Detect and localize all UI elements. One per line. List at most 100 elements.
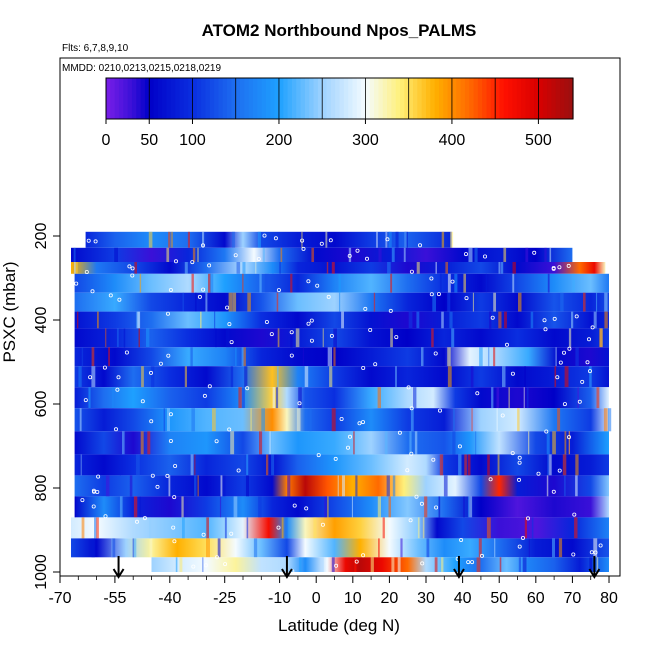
heatmap-streak — [546, 475, 549, 497]
heatmap-streak — [191, 273, 194, 293]
heatmap-streak — [277, 328, 280, 348]
y-axis: 200 400 600 800 1000 — [33, 223, 60, 590]
colorbar-cell — [261, 78, 267, 119]
sample-marker — [203, 563, 208, 568]
colorbar-cell — [192, 78, 198, 119]
sample-marker — [83, 398, 88, 403]
colorbar-cell — [512, 78, 518, 119]
colorbar-cell — [395, 78, 401, 119]
sample-marker — [130, 266, 135, 271]
colorbar-cell — [330, 78, 336, 119]
sample-marker — [463, 252, 468, 257]
colorbar-cell — [201, 78, 207, 119]
colorbar-tick-label: 300 — [352, 132, 379, 149]
profile-arrow-head — [588, 568, 601, 579]
heatmap-streak — [236, 262, 241, 274]
heatmap-streak — [194, 454, 196, 476]
heatmap-streak — [91, 366, 96, 388]
heatmap-streak — [386, 475, 390, 497]
sample-marker — [517, 477, 522, 482]
heatmap-streak — [200, 311, 202, 329]
heatmap-streak — [447, 273, 451, 293]
heatmap-streak — [242, 387, 245, 409]
colorbar-cell — [464, 78, 470, 119]
heatmap-streak — [259, 273, 262, 293]
heatmap-streak — [277, 366, 279, 388]
y-tick-label: 600 — [33, 391, 50, 418]
heatmap-streak — [257, 231, 261, 248]
heatmap-streak — [139, 496, 141, 518]
colorbar-cell — [278, 78, 284, 119]
sample-marker — [470, 560, 475, 565]
sample-marker — [433, 351, 438, 356]
sample-marker — [355, 248, 360, 253]
heatmap-streak — [353, 431, 355, 455]
heatmap-streak — [432, 292, 436, 312]
heatmap-streak — [210, 273, 214, 293]
heatmap-streak — [147, 431, 151, 455]
colorbar-tick-label: 200 — [266, 132, 293, 149]
heatmap-streak — [475, 431, 477, 455]
heatmap-streak — [238, 387, 242, 409]
heatmap-streak — [468, 247, 473, 263]
sample-marker — [587, 337, 592, 342]
heatmap-streak — [331, 557, 335, 572]
heatmap-streak — [167, 408, 170, 432]
heatmap-streak — [269, 431, 271, 455]
colorbar-cell — [149, 78, 155, 119]
sample-marker — [363, 306, 368, 311]
sample-marker — [201, 532, 206, 537]
heatmap-streak — [408, 311, 413, 329]
heatmap-streak — [422, 517, 425, 539]
sample-marker — [233, 253, 238, 258]
heatmap-streak — [202, 557, 204, 572]
sample-marker — [91, 504, 96, 509]
colorbar-cell — [183, 78, 189, 119]
heatmap-streak — [246, 475, 249, 497]
x-tick-label: 10 — [344, 590, 362, 607]
heatmap-streak — [302, 347, 304, 367]
colorbar-cell — [304, 78, 310, 119]
heatmap-streak — [149, 517, 152, 539]
sample-marker — [276, 525, 281, 530]
sample-marker — [214, 555, 219, 560]
sample-marker — [95, 489, 100, 494]
sample-marker — [436, 292, 441, 297]
sample-marker — [409, 269, 414, 274]
sample-marker — [103, 514, 108, 519]
sample-marker — [577, 399, 582, 404]
colorbar-cell — [326, 78, 332, 119]
y-tick-label: 1000 — [33, 554, 50, 590]
heatmap-streak — [272, 387, 275, 409]
colorbar-cell — [170, 78, 176, 119]
heatmap-streak — [309, 408, 312, 432]
heatmap-streak — [449, 311, 453, 329]
heatmap-streak — [388, 231, 392, 248]
heatmap-streak — [184, 262, 188, 274]
heatmap-streak — [522, 557, 527, 572]
heatmap-streak — [560, 292, 564, 312]
colorbar-cell — [227, 78, 232, 119]
heatmap-streak — [593, 538, 598, 558]
colorbar-frame — [105, 77, 574, 120]
sample-marker — [500, 413, 505, 418]
colorbar-cell — [365, 78, 371, 119]
heatmap-streak — [498, 311, 502, 329]
heatmap-streak — [132, 538, 135, 558]
sample-marker — [269, 332, 274, 337]
sample-marker — [172, 539, 177, 544]
colorbar-cell — [166, 78, 172, 119]
heatmap-streak — [378, 247, 382, 263]
heatmap-streak — [395, 366, 397, 388]
colorbar-cell — [490, 78, 496, 119]
heatmap-streak — [526, 387, 529, 409]
sample-marker — [297, 401, 302, 406]
x-tick-label: -40 — [158, 590, 181, 607]
heatmap-streak — [439, 454, 444, 476]
sample-marker — [166, 353, 171, 358]
colorbar-cell — [153, 78, 159, 119]
colorbar-cell — [231, 78, 237, 119]
colorbar-cell — [313, 78, 319, 119]
sample-marker — [117, 297, 122, 302]
